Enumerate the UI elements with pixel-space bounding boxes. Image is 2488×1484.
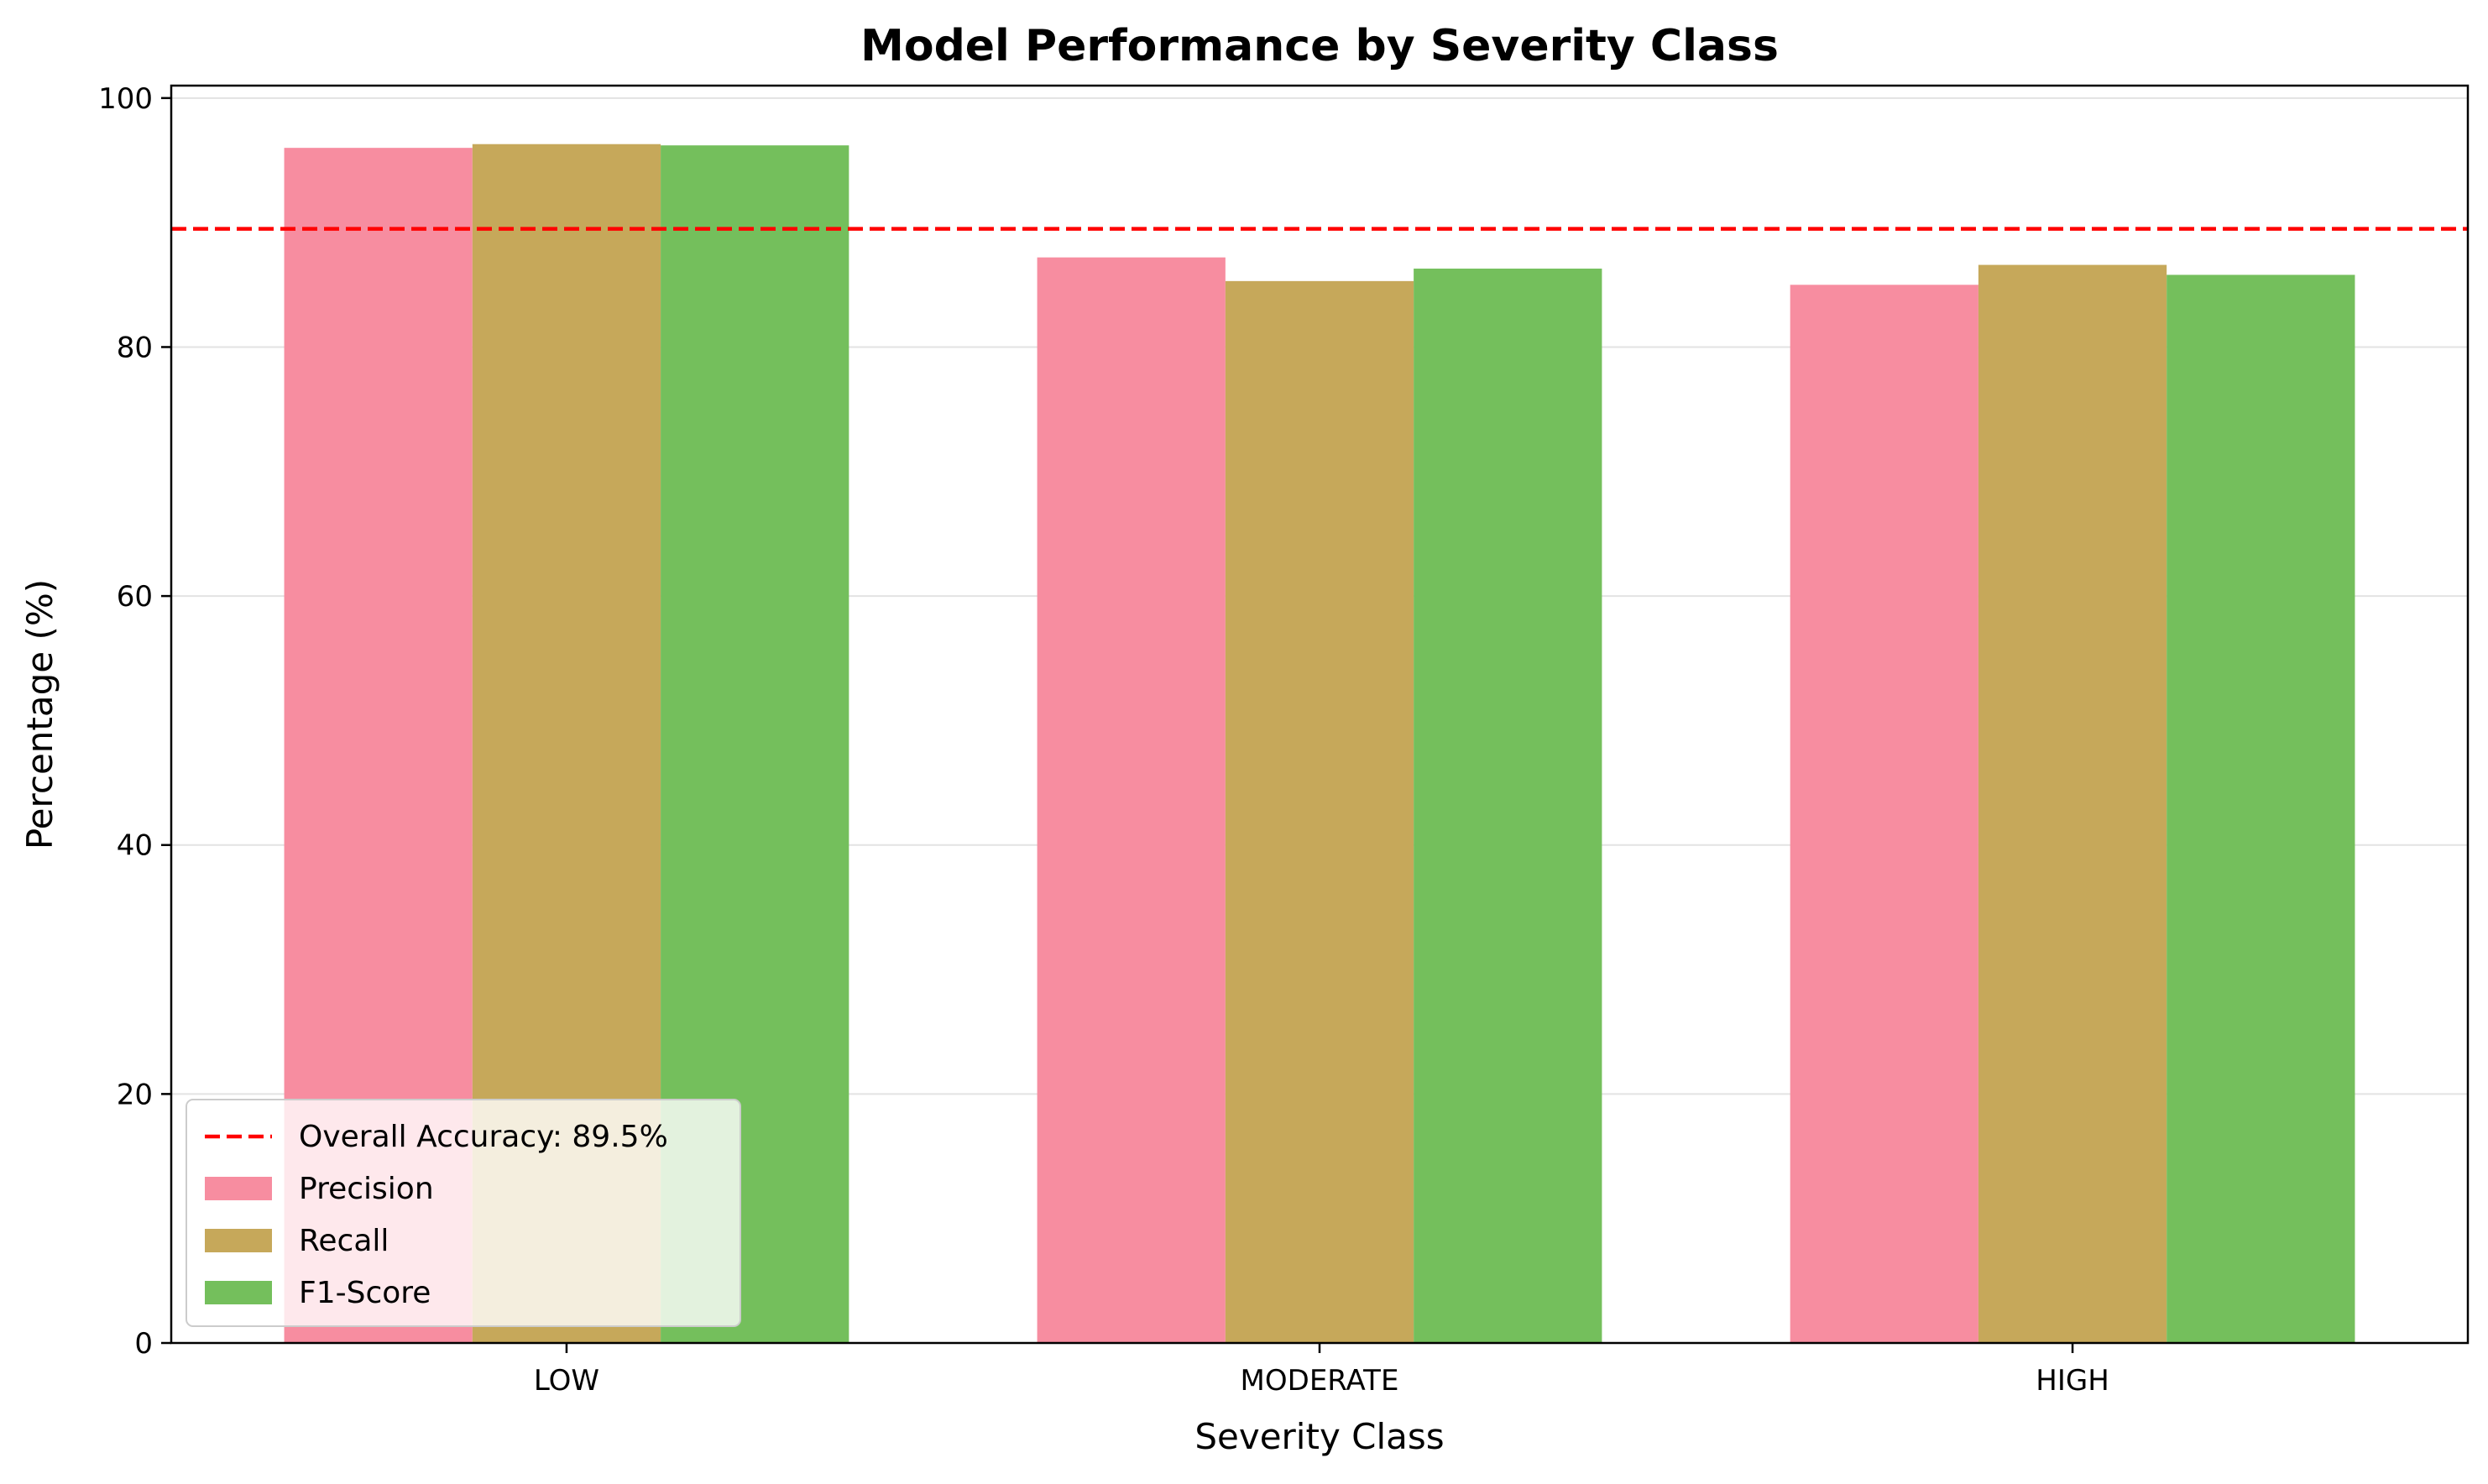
bar-recall-moderate: [1225, 280, 1414, 1343]
bar-f1-score-moderate: [1414, 269, 1602, 1343]
y-tick-label: 40: [117, 829, 153, 863]
y-tick-label: 60: [117, 580, 153, 614]
legend-label-precision: Precision: [299, 1172, 434, 1206]
legend: Overall Accuracy: 89.5% Precision Recall F1…: [186, 1099, 741, 1327]
x-tick-label: MODERATE: [1241, 1364, 1399, 1398]
x-axis-label: Severity Class: [1194, 1416, 1444, 1457]
chart-title: Model Performance by Severity Class: [860, 21, 1779, 71]
x-tick-label: LOW: [534, 1364, 599, 1398]
legend-label-accuracy: Overall Accuracy: 89.5%: [299, 1120, 668, 1154]
y-tick-label: 80: [117, 331, 153, 364]
y-tick-label: 20: [117, 1078, 153, 1111]
bar-precision-high: [1790, 285, 1978, 1344]
y-axis-label: Percentage (%): [19, 579, 60, 849]
legend-swatch-f1-score: [205, 1281, 272, 1304]
legend-label-recall: Recall: [299, 1224, 389, 1258]
y-tick-label: 100: [98, 82, 153, 116]
legend-swatch-precision: [205, 1177, 272, 1200]
y-tick-label: 0: [134, 1327, 153, 1361]
legend-swatch-recall: [205, 1229, 272, 1252]
legend-label-f1-score: F1-Score: [299, 1276, 431, 1310]
legend-box: [186, 1099, 741, 1327]
bar-recall-high: [1978, 264, 2167, 1344]
bar-precision-moderate: [1037, 257, 1226, 1343]
x-tick-label: HIGH: [2036, 1364, 2109, 1398]
bar-f1-score-high: [2167, 274, 2355, 1343]
